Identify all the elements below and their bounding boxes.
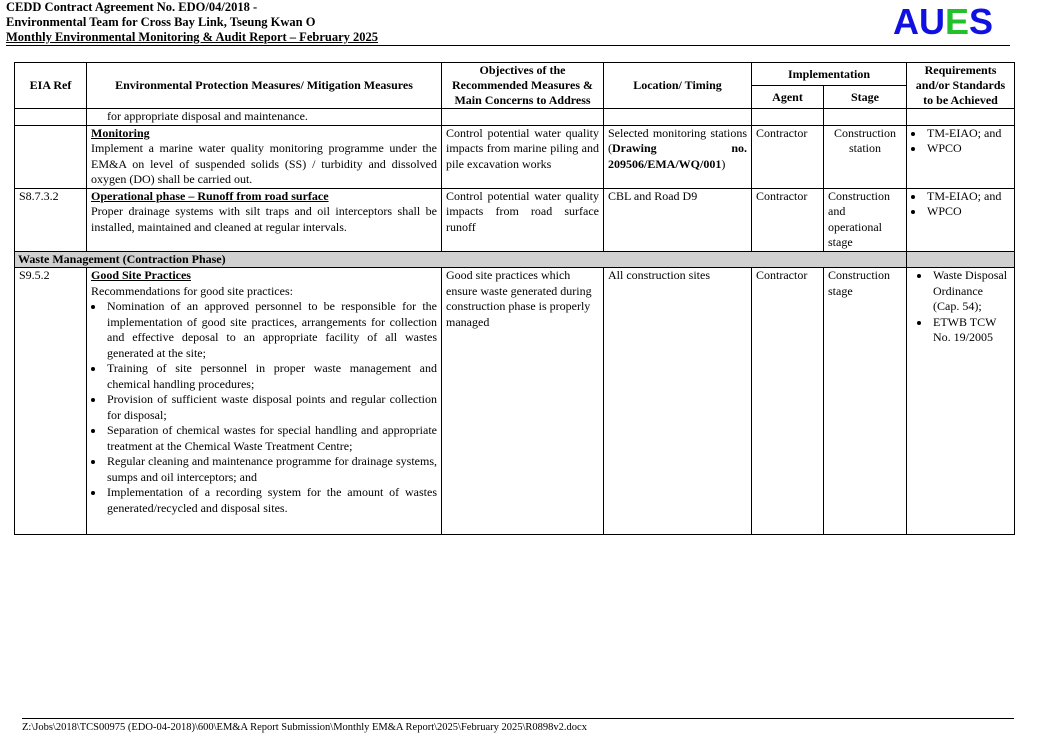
table-row: Monitoring Implement a marine water quali… (14, 124, 1015, 189)
agent: Contractor (751, 267, 824, 535)
col-stage: Stage (823, 85, 907, 109)
col-eia-ref: EIA Ref (14, 62, 87, 109)
eia-ref (14, 124, 87, 189)
mitigation-measures-table: EIA Ref Environmental Protection Measure… (14, 62, 1015, 535)
stage: Construction and operational stage (823, 187, 907, 252)
col-location: Location/ Timing (603, 62, 752, 109)
location: CBL and Road D9 (603, 187, 752, 252)
col-agent: Agent (751, 85, 824, 109)
bullet-item: Training of site personnel in proper was… (105, 361, 437, 392)
header-line-1: CEDD Contract Agreement No. EDO/04/2018 … (6, 0, 258, 14)
eia-ref: S8.7.3.2 (14, 187, 87, 252)
measure-text: for appropriate disposal and maintenance… (86, 108, 442, 126)
requirement: TM-EIAO; and (925, 126, 1010, 142)
agent: Contractor (751, 187, 824, 252)
measure-text: Implement a marine water quality monitor… (91, 141, 437, 186)
requirement: WPCO (925, 204, 1010, 220)
col-requirements: Requirements and/or Standards to be Achi… (906, 62, 1015, 109)
measure-text: Recommendations for good site practices: (91, 283, 293, 298)
drawing-ref: Drawing no. 209506/EMA/WQ/001 (608, 141, 747, 171)
measure-title: Good Site Practices (91, 268, 191, 282)
bullet-item: Regular cleaning and maintenance program… (105, 454, 437, 485)
section-row: Waste Management (Contraction Phase) (14, 250, 1015, 268)
bullet-item: Provision of sufficient waste disposal p… (105, 392, 437, 423)
location: Selected monitoring stations (Drawing no… (603, 124, 752, 189)
logo-letter: U (919, 1, 945, 42)
measure-text: Proper drainage systems with silt traps … (91, 204, 437, 234)
col-objectives: Objectives of the Recommended Measures &… (441, 62, 604, 109)
requirement: Waste Disposal Ordinance (Cap. 54); (931, 268, 1010, 315)
measure-title: Monitoring (91, 125, 150, 140)
table-row: for appropriate disposal and maintenance… (14, 108, 1015, 126)
eia-ref: S9.5.2 (14, 267, 87, 535)
requirement: WPCO (925, 141, 1010, 157)
location-text: Selected monitoring stations ( (608, 125, 747, 156)
document-header: CEDD Contract Agreement No. EDO/04/2018 … (6, 0, 378, 45)
objectives: Control potential water quality impacts … (441, 124, 604, 189)
footer-file-path: Z:\Jobs\2018\TCS00975 (EDO-04-2018)\600\… (22, 718, 1014, 733)
section-title: Waste Management (Contraction Phase) (14, 250, 907, 268)
bullet-item: Nomination of an approved personnel to b… (105, 299, 437, 361)
aues-logo: AUES (893, 2, 993, 42)
logo-letter: A (893, 1, 919, 42)
table-row: S9.5.2 Good Site Practices Recommendation… (14, 267, 1015, 535)
requirement: ETWB TCW No. 19/2005 (931, 315, 1010, 346)
measure-title: Operational phase – Runoff from road sur… (91, 188, 329, 203)
logo-letter: S (969, 1, 994, 42)
stage: Construction station (823, 124, 907, 189)
objectives: Good site practices which ensure waste g… (441, 267, 604, 535)
stage: Construction stage (823, 267, 907, 535)
col-implementation: Implementation (751, 62, 907, 86)
col-measures: Environmental Protection Measures/ Mitig… (86, 62, 442, 109)
header-line-2: Environmental Team for Cross Bay Link, T… (6, 15, 316, 29)
header-line-3: Monthly Environmental Monitoring & Audit… (6, 30, 378, 44)
objectives: Control potential water quality impacts … (441, 187, 604, 252)
requirement: TM-EIAO; and (925, 189, 1010, 205)
bullet-item: Implementation of a recording system for… (105, 485, 437, 516)
table-row: S8.7.3.2 Operational phase – Runoff from… (14, 187, 1015, 252)
logo-letter: E (945, 1, 970, 42)
location: All construction sites (603, 267, 752, 535)
agent: Contractor (751, 124, 824, 189)
location-text: ) (721, 156, 726, 171)
header-divider (6, 45, 1010, 46)
bullet-item: Separation of chemical wastes for specia… (105, 423, 437, 454)
